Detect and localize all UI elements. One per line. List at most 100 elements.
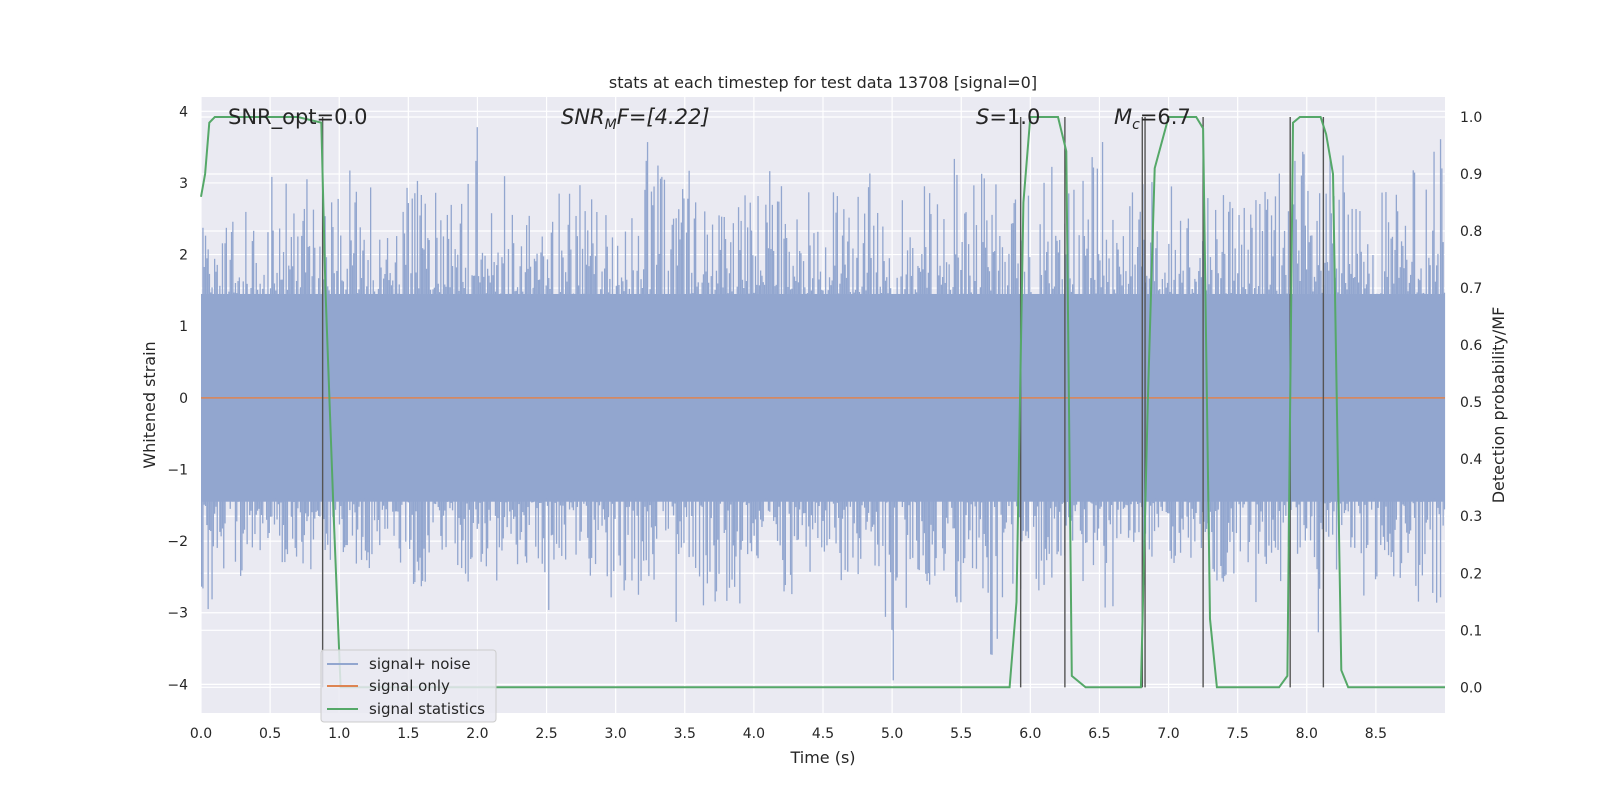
noise-sample <box>311 276 313 513</box>
noise-sample <box>401 297 403 505</box>
noise-sample <box>1112 219 1114 607</box>
noise-sample <box>737 207 740 499</box>
noise-sample <box>990 290 992 655</box>
noise-sample <box>353 253 355 505</box>
noise-sample <box>1341 273 1343 526</box>
series-signal-statistics <box>200 116 1445 689</box>
noise-sample <box>324 216 326 551</box>
noise-sample <box>493 262 495 499</box>
noise-sample <box>864 213 866 508</box>
noise-sample <box>1265 209 1267 564</box>
noise-sample <box>822 290 824 521</box>
noise-sample <box>522 291 524 513</box>
noise-sample <box>1164 272 1166 500</box>
noise-sample <box>471 275 473 558</box>
noise-sample <box>1351 208 1353 538</box>
noise-sample <box>754 256 757 520</box>
noise-sample <box>1016 278 1018 507</box>
x-tick-label: 6.0 <box>1019 726 1041 742</box>
noise-sample <box>1293 204 1295 502</box>
noise-sample <box>1374 295 1377 580</box>
noise-sample <box>841 235 844 519</box>
noise-sample <box>1441 168 1443 499</box>
noise-sample <box>431 297 433 500</box>
noise-sample <box>695 202 697 568</box>
noise-sample <box>1259 203 1261 532</box>
noise-sample <box>698 296 701 577</box>
legend: signal+ noise signal only signal statist… <box>320 649 497 723</box>
noise-sample <box>1399 267 1401 578</box>
noise-sample <box>891 296 893 630</box>
noise-sample <box>756 284 758 556</box>
noise-sample <box>295 280 298 557</box>
x-tick-label: 1.5 <box>397 726 419 742</box>
noise-sample <box>501 257 503 551</box>
noise-sample <box>944 282 946 554</box>
noise-sample <box>232 221 234 502</box>
noise-sample <box>1156 231 1158 514</box>
noise-sample <box>939 265 941 499</box>
noise-sample <box>1228 211 1230 523</box>
noise-sample <box>1117 249 1119 510</box>
noise-sample <box>432 289 434 523</box>
noise-sample <box>203 266 205 505</box>
noise-sample <box>323 279 325 520</box>
noise-sample <box>724 239 727 530</box>
noise-sample <box>1085 255 1087 544</box>
noise-sample <box>1165 287 1167 512</box>
noise-sample <box>930 214 932 525</box>
noise-sample <box>676 265 679 535</box>
noise-sample <box>594 256 597 565</box>
noise-sample <box>284 297 286 563</box>
noise-sample <box>683 198 685 544</box>
noise-sample <box>376 297 378 532</box>
noise-sample <box>1238 215 1240 505</box>
noise-sample <box>917 265 919 570</box>
noise-sample <box>1308 242 1310 501</box>
noise-sample <box>1046 252 1048 561</box>
noise-sample <box>721 216 723 500</box>
noise-sample <box>808 192 810 527</box>
noise-sample <box>645 160 647 561</box>
noise-sample <box>282 252 285 526</box>
noise-sample <box>940 284 942 501</box>
noise-sample <box>464 267 467 574</box>
noise-sample <box>1256 294 1258 505</box>
noise-sample <box>1091 157 1093 504</box>
x-tick-label: 2.5 <box>535 726 557 742</box>
noise-sample <box>749 202 751 544</box>
noise-sample <box>281 279 283 563</box>
noise-sample <box>750 230 753 552</box>
noise-sample <box>249 297 251 516</box>
noise-sample <box>414 193 416 583</box>
noise-sample <box>529 266 532 499</box>
noise-sample <box>1155 248 1157 499</box>
noise-sample <box>565 272 567 560</box>
noise-sample <box>624 231 627 581</box>
noise-sample <box>1328 270 1330 537</box>
noise-sample <box>441 294 443 550</box>
noise-sample <box>622 281 624 501</box>
noise-sample <box>689 293 692 499</box>
noise-sample <box>258 294 260 509</box>
noise-sample <box>362 250 364 537</box>
noise-sample <box>591 199 593 558</box>
noise-sample <box>531 297 533 503</box>
noise-sample <box>532 287 534 503</box>
noise-sample <box>814 294 816 523</box>
noise-sample <box>1130 276 1132 505</box>
noise-sample <box>1023 271 1026 501</box>
noise-sample <box>402 211 404 502</box>
noise-sample <box>1304 225 1306 541</box>
noise-sample <box>572 293 575 511</box>
noise-sample <box>458 290 460 519</box>
noise-sample <box>659 178 662 500</box>
noise-sample <box>696 286 698 499</box>
noise-sample <box>1047 241 1049 538</box>
noise-sample <box>1329 156 1331 503</box>
noise-sample <box>1121 285 1123 499</box>
noise-sample <box>1159 289 1161 500</box>
noise-sample <box>938 275 940 499</box>
noise-sample <box>519 266 521 540</box>
noise-sample <box>997 270 1000 502</box>
